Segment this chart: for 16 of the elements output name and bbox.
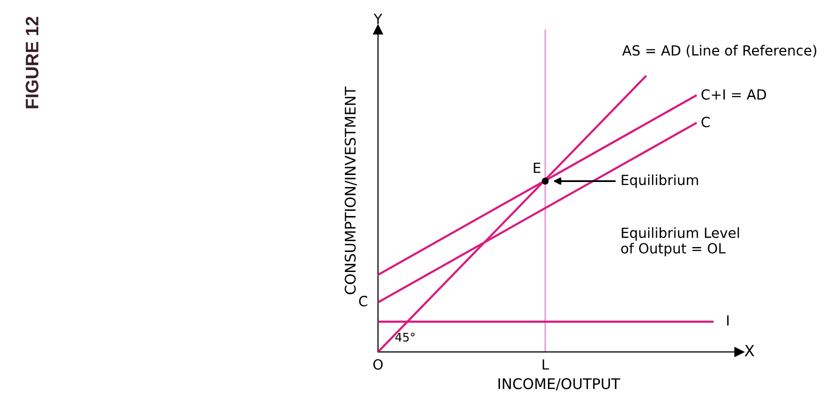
annotation: Equilibrium Level of Output = OL [621, 227, 739, 256]
text: AS = AD (Line of Reference) [622, 44, 816, 58]
y-axis-title: CONSUMPTION/INVESTMENT [344, 86, 357, 294]
caption: FIGURE 12 [26, 16, 38, 108]
series-label: C+I = AD [702, 89, 766, 100]
annotation: E [534, 162, 540, 173]
x-tick-label: L [542, 359, 550, 370]
text: X [744, 345, 754, 356]
annotation: Equilibrium [622, 174, 698, 188]
text: C̄ [359, 296, 368, 306]
annotation: 45° [395, 332, 415, 342]
series-label: I [727, 315, 729, 326]
x-axis-title: INCOME/OUTPUT [498, 378, 620, 390]
series-label: C [702, 116, 710, 128]
x-tick-label: O [373, 359, 383, 370]
text: Y [374, 14, 382, 24]
